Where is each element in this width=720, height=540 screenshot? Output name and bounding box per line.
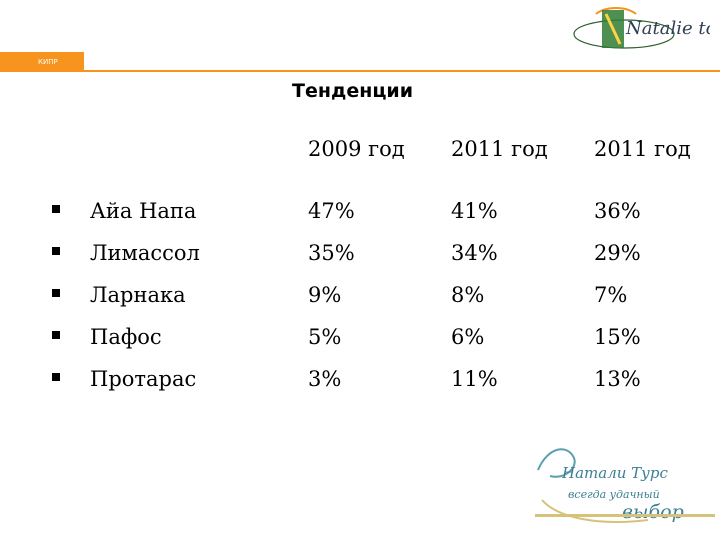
svg-text:выбор: выбор [622, 501, 684, 523]
tag-divider [84, 52, 86, 72]
natalie-tours-logo-icon: Natalie tours [573, 7, 710, 49]
table-cell: 3% [308, 367, 342, 391]
bullet-icon [52, 331, 60, 339]
bullet-icon [52, 205, 60, 213]
table-cell: 15% [594, 325, 641, 349]
column-header-1: 2009 год [308, 137, 405, 161]
svg-text:Natalie tours: Natalie tours [625, 18, 710, 39]
table-cell: 35% [308, 241, 355, 265]
column-header-3: 2011 год [594, 137, 691, 161]
footer-accent-line [535, 514, 715, 517]
page-title: Тенденции [292, 80, 414, 102]
bullet-icon [52, 289, 60, 297]
row-label: Айа Напа [90, 199, 197, 223]
table-cell: 13% [594, 367, 641, 391]
table-cell: 36% [594, 199, 641, 223]
table-cell: 34% [451, 241, 498, 265]
table-cell: 11% [451, 367, 498, 391]
row-label: Лимассол [90, 241, 200, 265]
svg-text:всегда удачный: всегда удачный [568, 488, 660, 501]
table-cell: 8% [451, 283, 485, 307]
table-cell: 29% [594, 241, 641, 265]
row-label: Протарас [90, 367, 197, 391]
row-label: Пафос [90, 325, 162, 349]
bullet-icon [52, 373, 60, 381]
table-cell: 41% [451, 199, 498, 223]
svg-text:Натали Турс: Натали Турс [561, 464, 668, 482]
column-header-2: 2011 год [451, 137, 548, 161]
table-cell: 47% [308, 199, 355, 223]
table-cell: 7% [594, 283, 628, 307]
section-tag: КИПР [0, 52, 84, 72]
bullet-icon [52, 247, 60, 255]
row-label: Ларнака [90, 283, 186, 307]
table-cell: 6% [451, 325, 485, 349]
natalie-tours-slogan-logo-icon: Натали Турс всегда удачный выбор [537, 448, 684, 523]
table-cell: 5% [308, 325, 342, 349]
table-cell: 9% [308, 283, 342, 307]
header-rule [84, 70, 720, 72]
